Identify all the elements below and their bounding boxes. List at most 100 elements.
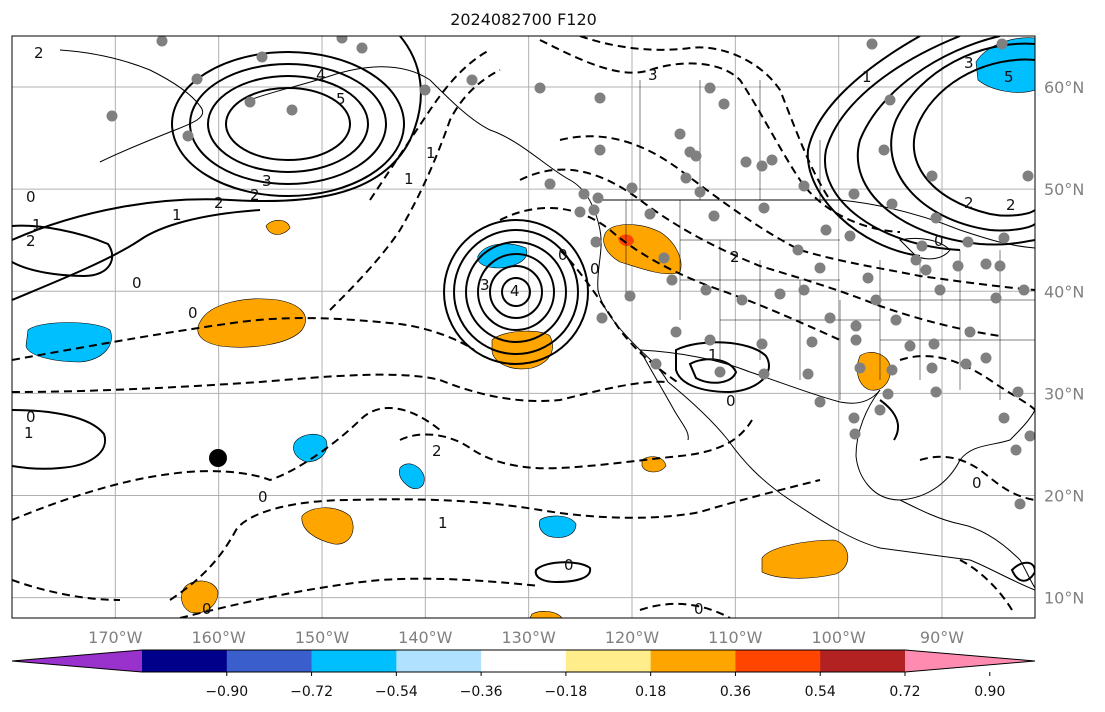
station-dot [798,180,810,192]
station-dot [884,94,896,106]
contour-positive [12,409,107,470]
negative-anomaly-area [538,515,577,538]
lat-tick-labels: 60°N 50°N 40°N 30°N 20°N 10°N [1044,78,1084,608]
contour-label: 1 [426,144,436,162]
station-dot [419,84,431,96]
contour-negative [399,419,753,470]
contour-label: 2 [250,186,260,204]
station-dot [802,368,814,380]
marker-dot [209,449,227,467]
station-dot [848,188,860,200]
station-dot [1014,498,1026,510]
station-dot [964,326,976,338]
lat-tick-label: 50°N [1044,180,1084,199]
station-dot [994,260,1006,272]
station-dot [588,204,600,216]
colorbar-segment [481,650,567,672]
contour-labels: 2 4 5 3 2 2 1 0 1 2 0 0 1 1 4 3 0 0 3 2 … [24,44,1016,618]
lon-tick-label: 170°W [88,628,143,647]
contour-negative [12,373,669,403]
lat-tick-label: 20°N [1044,486,1084,505]
station-dot [700,284,712,296]
colorbar-tick-label: −0.90 [205,684,248,700]
contour-positive [534,561,592,584]
station-dot [866,38,878,50]
contour-negative [539,39,901,233]
contour-label: 0 [258,488,268,506]
contour-negative [899,355,1035,411]
contour-label: 0 [132,274,142,292]
contour-positive [912,58,1035,217]
station-dot [1010,444,1022,456]
contour-label: 2 [964,194,974,212]
shaded-anomalies [25,37,1035,618]
colorbar-segment [650,650,736,672]
pacific-northwest-coast [429,79,669,383]
dashed-contours [12,36,1035,618]
positive-anomaly-area [197,298,306,348]
station-dot [756,338,768,350]
colorbar-tick-label: −0.54 [375,684,418,700]
colorbar-tick-label: −0.36 [460,684,503,700]
contour-label: 1 [32,216,42,234]
contour-positive [688,358,738,384]
lat-tick-label: 40°N [1044,282,1084,301]
station-dot [980,258,992,270]
negative-anomaly-area [293,433,328,463]
colorbar-tick-label: −0.18 [544,684,587,700]
station-dot [578,188,590,200]
contours [12,36,1035,584]
colorbar-extend-low [12,650,142,672]
contour-positive [453,229,579,355]
station-dot [336,36,348,44]
contour-label: 1 [708,346,718,364]
contour-positive [12,209,261,301]
contour-positive [1010,561,1035,582]
mexico-west-coast [667,381,1035,591]
station-dot [1018,284,1030,296]
lon-tick-label: 90°W [920,628,964,647]
positive-anomaly-area [265,219,291,235]
station-dot [758,202,770,214]
coastlines [59,49,1035,591]
contour-positive [806,36,921,257]
station-dot [756,160,768,172]
contour-label: 5 [336,90,346,108]
station-dot [820,224,832,236]
contour-label: 4 [316,66,326,84]
canada-province-border [639,80,821,200]
map-frame [11,35,1036,619]
station-dot [644,208,656,220]
station-dot [670,326,682,338]
contour-negative [179,577,541,618]
station-dot [534,82,546,94]
station-dot [920,264,932,276]
station-dot [624,290,636,302]
gridlines [12,36,1035,618]
station-dot [182,130,194,142]
colorbar-outline [11,649,1036,673]
station-dot [658,252,670,264]
station-dot [824,312,836,324]
station-dot [1012,386,1024,398]
contour-positive [12,224,114,278]
station-dot [850,320,862,332]
station-dot [574,206,586,218]
positive-anomaly-area [529,611,563,618]
station-dot [1024,430,1035,442]
contour-label: 2 [26,232,36,250]
contour-negative [369,49,491,201]
station-dot [704,82,716,94]
station-dot [998,232,1010,244]
contour-negative [559,249,681,385]
negative-anomaly-area [398,463,425,489]
colorbar-segment [226,650,313,672]
station-dots [106,36,1035,510]
lon-tick-label: 140°W [398,628,453,647]
us-mexico-border [639,349,881,404]
contour-positive [465,241,567,343]
map-title: 2024082700 F120 [450,10,597,29]
station-dot [1022,170,1034,182]
contour-negative [12,317,475,361]
